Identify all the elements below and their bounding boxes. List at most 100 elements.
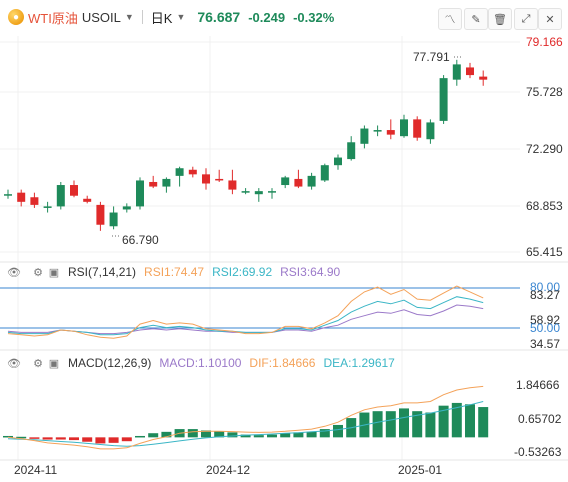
candle-body-34 [452,64,461,80]
candle-body-23 [307,175,316,187]
price-change: -0.249 [248,9,286,25]
candle-body-15 [202,174,210,184]
candle-body-28 [373,130,382,132]
gear-icon[interactable]: ⚙ [33,266,43,279]
candle-body-11 [149,181,158,187]
price-axis: 79.166 75.728 72.290 68.853 65.415 [526,35,563,259]
divider [141,10,143,24]
candle-body-32 [426,122,435,140]
candle-body-12 [162,178,171,187]
macd-bar-36 [478,407,489,438]
rsi-y-50: 50.00 [530,321,560,335]
candle-body-8 [109,212,118,227]
macd-bar-19 [253,435,264,438]
y-label-4: 65.415 [526,245,563,259]
dif-line [7,385,484,450]
macd-bar-3 [42,437,53,440]
rsi-y-83: 83.27 [530,288,560,302]
macd-settings-icon[interactable]: ▣ [48,357,60,370]
candle-body-29 [386,130,395,135]
macd-y-1: 0.65702 [518,412,562,426]
candle-body-20 [268,191,276,193]
macd-bar-25 [333,424,343,438]
period-selector[interactable]: 日K [150,10,173,26]
macd-bar-2 [29,437,40,439]
x-label-0: 2024-11 [14,463,57,477]
rsi-lines [7,285,484,339]
high-label: 77.791 [413,50,450,64]
y-label-1: 75.728 [526,85,563,99]
macd-bar-14 [187,429,198,438]
rsi-legend: 👁 ⚙ ▣ RSI(7,14,21) RSI1:74.47 RSI2:69.92… [0,264,340,280]
candle-body-10 [136,180,144,207]
macd-bar-9 [121,437,132,442]
candle-body-31 [413,119,422,138]
rsi1-line [7,285,484,339]
macd-bar-12 [161,431,172,438]
macd-value: MACD:1.10100 [159,356,242,370]
candle-body-5 [70,185,78,196]
rsi2-value: RSI2:69.92 [212,265,273,279]
candle-body-7 [96,204,105,225]
macd-bar-8 [108,437,119,443]
macd-bars-lines [3,385,489,450]
candle-body-16 [215,178,224,181]
candle-body-17 [228,180,237,190]
macd-bar-20 [267,434,277,438]
chevron-down-icon[interactable]: ▼ [124,12,134,22]
macd-bar-7 [95,437,106,444]
candle-body-1 [17,192,26,202]
macd-bar-30 [399,408,409,438]
macd-bar-1 [16,436,27,439]
macd-axis: 1.84666 0.65702 -0.53263 [514,378,562,459]
grid-lines [0,36,520,460]
candle-body-36 [479,76,488,80]
gear-icon[interactable]: ⚙ [33,357,43,370]
candle-body-33 [439,78,448,121]
eye-icon[interactable]: 👁 [7,357,21,370]
macd-bar-16 [214,431,225,438]
instrument-symbol[interactable]: USOIL [81,9,121,25]
candle-body-19 [254,191,263,195]
candle-body-25 [334,157,342,166]
macd-bar-33 [438,405,449,438]
oil-logo-icon: ● [8,9,24,25]
macd-bar-0 [3,435,13,438]
x-axis: 2024-11 2024-12 2025-01 [14,463,442,477]
candle-body-13 [175,168,184,176]
candle-body-9 [122,206,131,210]
macd-bar-32 [425,412,436,438]
macd-bar-18 [240,434,251,438]
close-icon[interactable]: ✕ [538,8,562,30]
y-label-3: 68.853 [526,199,563,213]
eye-icon[interactable]: 👁 [7,266,21,279]
trash-icon[interactable]: 🗑 [488,8,512,30]
candle-body-27 [360,128,369,144]
macd-legend: 👁 ⚙ ▣ MACD(12,26,9) MACD:1.10100 DIF:1.8… [0,355,395,371]
draw-icon[interactable]: ✎ [464,8,488,30]
period-chevron-down-icon[interactable]: ▼ [176,12,186,22]
indicator-icon[interactable]: 〽 [438,8,462,30]
rsi3-line [7,304,484,335]
candle-body-18 [241,191,250,193]
macd-bar-28 [372,411,383,438]
last-price: 76.687 [197,9,241,25]
macd-y-2: -0.53263 [514,445,562,459]
candle-body-21 [281,177,290,186]
candle-body-0 [4,194,12,196]
low-label: 66.790 [122,233,159,247]
macd-bar-11 [148,433,159,438]
chart-header: ● WTI原油 USOIL ▼ 日K ▼ 76.687 -0.249 -0.32… [0,0,568,34]
rsi-settings-icon[interactable]: ▣ [48,266,60,279]
rsi-name: RSI(7,14,21) [68,265,137,279]
x-label-2: 2025-01 [398,463,442,477]
macd-bar-6 [82,437,93,442]
macd-bar-24 [319,429,330,438]
candle-body-24 [320,165,329,181]
candle-body-14 [188,169,197,175]
instrument-title[interactable]: WTI原油 [28,10,78,26]
rsi-y-58: 58.92 [530,313,560,327]
fullscreen-icon[interactable]: ⤢ [514,8,538,30]
macd-bar-23 [306,431,317,438]
